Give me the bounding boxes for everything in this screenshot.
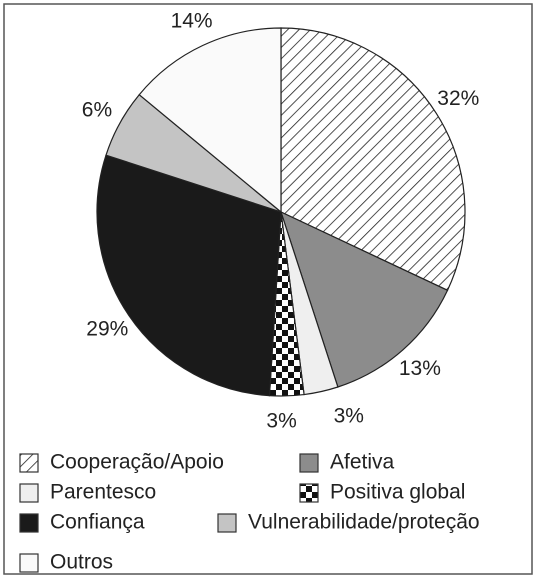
legend-swatch [299,453,319,473]
legend-label: Positiva global [330,481,465,504]
slice-label: 29% [86,318,128,341]
pie-slice [280,210,449,388]
pie-slice [138,27,282,214]
legend-swatch [19,483,39,503]
legend-label: Parentesco [50,481,156,504]
slice-label: 3% [334,404,364,427]
legend-label: Afetiva [330,451,395,474]
legend-swatch [299,483,319,503]
pie-slice [280,27,466,292]
slice-label: 13% [399,357,441,380]
slice-label: 6% [82,98,112,121]
slice-label: 32% [437,87,479,110]
legend-label: Confiança [50,511,145,534]
legend-swatch [19,513,39,533]
pie-slice [96,154,282,397]
legend-label: Outros [50,551,113,574]
slice-label: 14% [171,10,213,33]
legend-label: Vulnerabilidade/proteção [248,511,480,534]
legend-swatch [217,513,237,533]
legend-label: Cooperação/Apoio [50,451,224,474]
legend-swatch [19,553,39,573]
slice-label: 3% [266,409,296,432]
legend-swatch [19,453,39,473]
